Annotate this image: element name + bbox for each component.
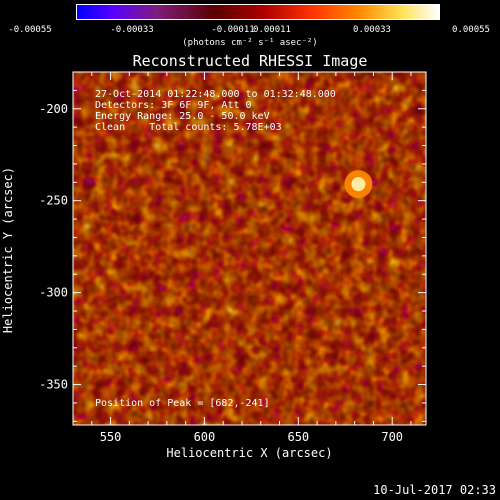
timestamp: 10-Jul-2017 02:33 (373, 483, 496, 497)
x-tick-label: 600 (194, 430, 216, 444)
x-tick-label: 700 (381, 430, 403, 444)
x-tick-label: 650 (287, 430, 309, 444)
y-tick-label: -200 (39, 102, 68, 116)
colorbar (76, 4, 440, 20)
colorbar-tick: 0.00011 (253, 25, 291, 35)
chart-title: Reconstructed RHESSI Image (132, 52, 368, 70)
annotation-energy: Energy Range: 25.0 - 50.0 keV (95, 111, 270, 122)
y-tick-label: -250 (39, 194, 68, 208)
colorbar-tick: -0.00033 (110, 25, 154, 35)
colorbar-tick: 0.00055 (452, 25, 490, 35)
peak-core (351, 177, 366, 192)
plot-frame (72, 71, 427, 426)
annotation-detectors: Detectors: 3F 6F 9F, Att 0 (95, 100, 252, 111)
x-axis-label: Heliocentric X (arcsec) (166, 446, 333, 460)
y-axis-label: Heliocentric Y (arcsec) (1, 166, 15, 334)
annotation-clean: Clean Total counts: 5.78E+03 (95, 122, 282, 133)
heatmap-image (73, 72, 426, 425)
colorbar-unit-label: (photons cm⁻² s⁻¹ asec⁻²) (182, 38, 318, 48)
x-tick-label: 550 (100, 430, 122, 444)
colorbar-tick: -0.00055 (8, 25, 52, 35)
y-tick-label: -300 (39, 286, 68, 300)
peak-position-label: Position of Peak = [682,-241] (95, 398, 270, 409)
colorbar-tick: -0.00011 (211, 25, 255, 35)
annotation-time: 27-Oct-2014 01:22:48.000 to 01:32:48.000 (95, 89, 336, 100)
colorbar-tick: 0.00033 (353, 25, 391, 35)
y-tick-label: -350 (39, 378, 68, 392)
